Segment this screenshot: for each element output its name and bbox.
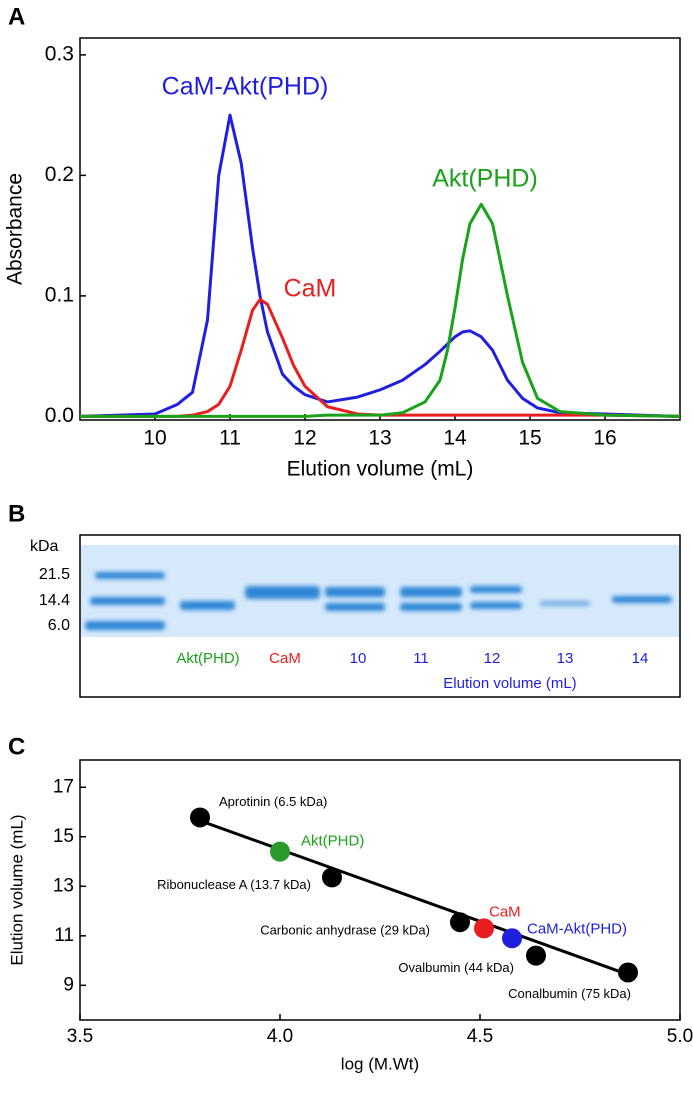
point-label: CaM-Akt(PHD) <box>527 920 627 937</box>
data-point <box>502 928 522 949</box>
lane-label: CaM <box>269 650 301 667</box>
data-point <box>618 962 638 983</box>
x-tick-label: 3.5 <box>67 1026 93 1047</box>
x-tick-label: 4.0 <box>267 1026 293 1047</box>
band <box>95 572 165 579</box>
data-point <box>190 807 210 828</box>
x-tick-label: 4.5 <box>467 1026 493 1047</box>
band <box>325 603 385 611</box>
y-tick-label: 13 <box>53 875 74 896</box>
x-tick-label: 12 <box>293 426 316 449</box>
lane-label: 14 <box>632 650 649 667</box>
marker-label: 21.5 <box>39 566 70 583</box>
series-label: CaM-Akt(PHD) <box>162 73 329 101</box>
x-axis-label: Elution volume (mL) <box>287 458 474 481</box>
y-tick-label: 17 <box>53 776 74 797</box>
x-axis-label: log (M.Wt) <box>341 1054 419 1073</box>
point-label: Akt(PHD) <box>301 833 364 850</box>
y-axis-label: Absorbance <box>4 173 27 285</box>
lane-label: 12 <box>484 650 501 667</box>
point-label: Conalbumin (75 kDa) <box>508 986 631 1001</box>
band <box>180 601 235 610</box>
point-label: Ovalbumin (44 kDa) <box>398 960 514 975</box>
point-label: Aprotinin (6.5 kDa) <box>219 794 327 809</box>
lane-label: 10 <box>350 650 367 667</box>
gel-x-label: Elution volume (mL) <box>443 675 576 692</box>
band <box>400 603 462 611</box>
x-tick-label: 14 <box>443 426 467 449</box>
x-tick-label: 13 <box>368 426 391 449</box>
data-line <box>80 297 681 418</box>
y-tick-label: 9 <box>63 974 74 995</box>
band <box>85 621 165 630</box>
x-tick-label: 16 <box>593 426 616 449</box>
gel-frame <box>79 534 681 698</box>
data-point <box>450 912 470 933</box>
band <box>540 601 590 606</box>
panel-letter: B <box>8 500 25 527</box>
band <box>470 602 522 609</box>
y-axis-label: Elution volume (mL) <box>7 814 26 965</box>
panel-letter: C <box>8 733 25 760</box>
x-tick-label: 5.0 <box>667 1026 693 1047</box>
marker-label: 14.4 <box>39 592 70 609</box>
data-point <box>474 918 494 939</box>
x-tick-label: 11 <box>219 426 241 449</box>
y-tick-label: 0.3 <box>45 42 74 65</box>
series-label: CaM <box>284 275 337 303</box>
series-label: Akt(PHD) <box>432 165 538 193</box>
x-tick-label: 10 <box>143 426 166 449</box>
band <box>245 586 320 599</box>
marker-title: kDa <box>30 538 59 555</box>
panel-letter: A <box>8 3 25 30</box>
gel-bands <box>85 572 672 630</box>
band <box>612 596 672 603</box>
marker-label: 6.0 <box>48 617 70 634</box>
band <box>90 597 165 605</box>
lane-label: Akt(PHD) <box>176 650 239 667</box>
band <box>470 586 522 593</box>
y-tick-label: 11 <box>54 925 74 946</box>
lane-label: 13 <box>557 650 574 667</box>
point-label: Ribonuclease A (13.7 kDa) <box>157 877 311 892</box>
fit-line <box>199 819 633 978</box>
data-point <box>270 841 290 862</box>
data-point <box>322 867 342 888</box>
point-label: Carbonic anhydrase (29 kDa) <box>260 923 430 938</box>
y-tick-label: 0.2 <box>45 163 74 186</box>
y-tick-label: 15 <box>53 826 74 847</box>
data-line <box>80 202 681 418</box>
x-tick-label: 15 <box>518 426 541 449</box>
y-tick-label: 0.1 <box>45 283 74 306</box>
lane-label: 11 <box>413 650 429 667</box>
data-line <box>79 113 681 418</box>
data-point <box>526 945 546 966</box>
point-label: CaM <box>489 903 521 920</box>
band <box>400 587 462 597</box>
plot-frame <box>79 759 681 1021</box>
band <box>325 587 385 597</box>
y-tick-label: 0.0 <box>45 404 74 427</box>
